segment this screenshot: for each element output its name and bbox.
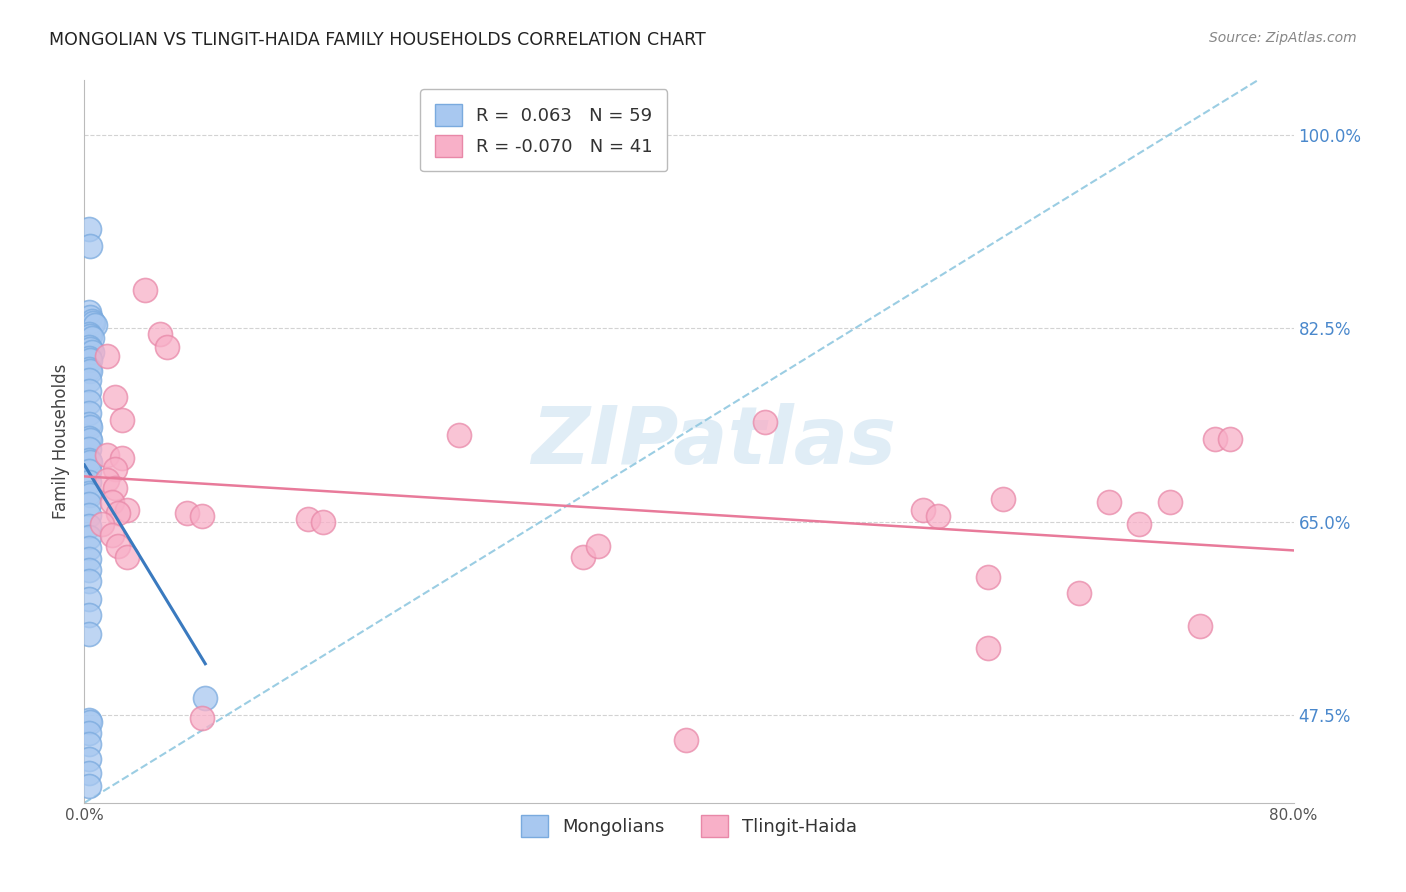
Point — [77, 486, 100, 500]
Point — [927, 508, 949, 523]
Point — [77, 752, 100, 766]
Point — [77, 464, 100, 478]
Point — [77, 384, 100, 399]
Point — [194, 691, 217, 706]
Point — [79, 364, 101, 378]
Point — [77, 475, 100, 489]
Point — [675, 733, 697, 747]
Point — [754, 415, 776, 429]
Point — [77, 519, 100, 533]
Point — [77, 395, 100, 409]
Point — [77, 497, 100, 511]
Point — [107, 539, 129, 553]
Point — [77, 417, 100, 432]
Y-axis label: Family Households: Family Households — [52, 364, 70, 519]
Point — [91, 516, 114, 531]
Point — [77, 530, 100, 544]
Text: MONGOLIAN VS TLINGIT-HAIDA FAMILY HOUSEHOLDS CORRELATION CHART: MONGOLIAN VS TLINGIT-HAIDA FAMILY HOUSEH… — [49, 31, 706, 49]
Point — [77, 591, 100, 606]
Point — [79, 329, 101, 343]
Point — [156, 340, 179, 354]
Point — [77, 726, 100, 740]
Point — [79, 419, 101, 434]
Point — [912, 503, 935, 517]
Point — [77, 442, 100, 456]
Point — [115, 549, 138, 564]
Point — [77, 627, 100, 641]
Point — [77, 326, 100, 341]
Point — [82, 316, 104, 330]
Point — [79, 353, 101, 368]
Point — [100, 527, 122, 541]
Point — [96, 349, 118, 363]
Point — [77, 563, 100, 577]
Point — [111, 450, 134, 465]
Point — [1204, 432, 1226, 446]
Point — [77, 373, 100, 387]
Point — [79, 455, 101, 469]
Point — [96, 448, 118, 462]
Point — [77, 737, 100, 751]
Point — [77, 508, 100, 522]
Point — [1098, 494, 1121, 508]
Point — [977, 569, 1000, 583]
Point — [1159, 494, 1181, 508]
Text: ZIPatlas: ZIPatlas — [530, 402, 896, 481]
Text: Source: ZipAtlas.com: Source: ZipAtlas.com — [1209, 31, 1357, 45]
Point — [80, 344, 103, 359]
Point — [80, 314, 103, 328]
Point — [1128, 516, 1150, 531]
Point — [79, 715, 101, 730]
Point — [115, 503, 138, 517]
Point — [77, 406, 100, 420]
Point — [572, 549, 595, 564]
Legend: Mongolians, Tlingit-Haida: Mongolians, Tlingit-Haida — [513, 808, 865, 845]
Point — [77, 779, 100, 793]
Point — [77, 574, 100, 588]
Point — [977, 641, 1000, 656]
Point — [149, 326, 172, 341]
Point — [993, 492, 1015, 507]
Point — [1188, 619, 1211, 633]
Point — [77, 362, 100, 376]
Point — [449, 428, 471, 442]
Point — [77, 305, 100, 319]
Point — [588, 539, 610, 553]
Point — [1067, 586, 1090, 600]
Point — [77, 351, 100, 366]
Point — [79, 433, 101, 447]
Point — [312, 515, 335, 529]
Point — [104, 390, 127, 404]
Point — [134, 283, 156, 297]
Point — [77, 340, 100, 354]
Point — [1219, 432, 1241, 446]
Point — [111, 413, 134, 427]
Point — [77, 452, 100, 467]
Point — [77, 608, 100, 623]
Point — [80, 331, 103, 345]
Point — [79, 488, 101, 502]
Point — [104, 461, 127, 475]
Point — [176, 506, 198, 520]
Point — [77, 431, 100, 445]
Point — [84, 318, 107, 333]
Point — [107, 506, 129, 520]
Point — [191, 508, 214, 523]
Point — [79, 238, 101, 252]
Point — [77, 222, 100, 236]
Point — [77, 766, 100, 780]
Point — [191, 711, 214, 725]
Point — [79, 310, 101, 325]
Point — [79, 343, 101, 357]
Point — [96, 473, 118, 487]
Point — [77, 713, 100, 727]
Point — [77, 541, 100, 555]
Point — [77, 552, 100, 566]
Point — [104, 482, 127, 496]
Point — [100, 494, 122, 508]
Point — [297, 512, 319, 526]
